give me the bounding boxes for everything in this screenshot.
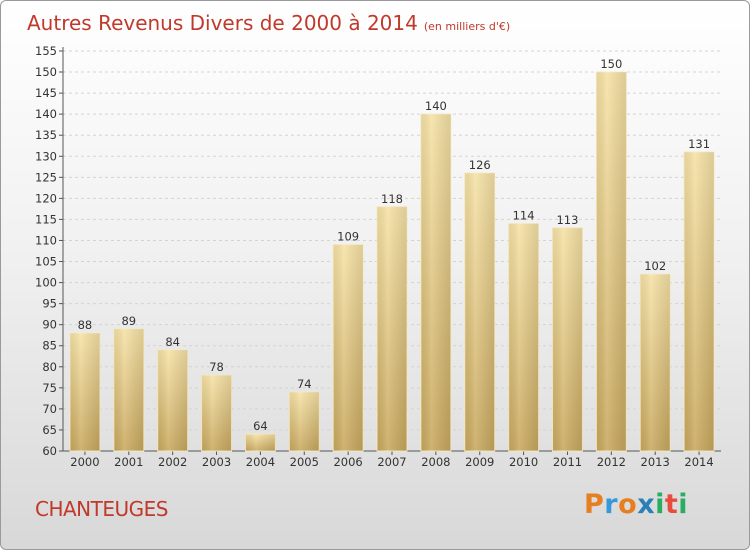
y-tick-label: 135: [35, 128, 57, 142]
x-tick-label: 2005: [290, 455, 319, 469]
x-tick-label: 2010: [509, 455, 538, 469]
proxiti-logo: Proxiti: [584, 489, 688, 520]
bar-shade: [201, 375, 232, 451]
y-tick-label: 65: [42, 423, 57, 437]
logo-letter: i: [655, 489, 665, 520]
x-tick-label: 2004: [246, 455, 275, 469]
y-tick-label: 150: [35, 65, 57, 79]
logo-letter: x: [637, 489, 656, 520]
y-tick-label: 70: [42, 402, 57, 416]
y-tick-label: 90: [42, 318, 57, 332]
value-label: 150: [600, 57, 622, 71]
x-tick-label: 2013: [641, 455, 670, 469]
logo-letter: t: [664, 489, 679, 520]
x-tick-label: 2008: [421, 455, 450, 469]
value-label: 88: [78, 318, 93, 332]
y-tick-label: 85: [42, 339, 57, 353]
x-tick-label: 2012: [597, 455, 626, 469]
value-label: 113: [556, 213, 578, 227]
chart-title: Autres Revenus Divers de 2000 à 2014 (en …: [27, 11, 510, 35]
bar-shade: [377, 206, 407, 451]
x-tick-label: 2000: [70, 455, 99, 469]
value-label: 74: [297, 377, 312, 391]
x-tick-label: 2003: [202, 455, 231, 469]
value-label: 89: [121, 314, 136, 328]
x-tick-label: 2001: [114, 455, 143, 469]
bar-shade: [552, 227, 583, 451]
y-tick-label: 105: [35, 255, 57, 269]
value-label: 78: [209, 360, 224, 374]
y-tick-label: 100: [35, 276, 57, 290]
x-tick-label: 2009: [465, 455, 494, 469]
x-tick-label: 2006: [333, 455, 362, 469]
place-name: CHANTEUGES: [35, 497, 168, 521]
bar-shade: [596, 72, 627, 451]
x-tick-label: 2007: [377, 455, 406, 469]
bar-shade: [70, 333, 100, 451]
value-label: 114: [513, 209, 535, 223]
bar-shade: [113, 328, 144, 451]
bar-shade: [464, 173, 495, 451]
value-label: 140: [425, 99, 447, 113]
bar-shade: [289, 392, 320, 451]
y-tick-label: 155: [35, 44, 57, 58]
logo-letter: o: [618, 489, 638, 520]
x-tick-label: 2014: [684, 455, 713, 469]
y-tick-label: 60: [42, 444, 57, 458]
bars: [69, 71, 715, 452]
y-tick-label: 140: [35, 107, 57, 121]
bar-shade: [640, 274, 671, 451]
x-tick-label: 2002: [158, 455, 187, 469]
value-label: 84: [165, 335, 180, 349]
value-label: 131: [688, 137, 710, 151]
y-tick-label: 75: [42, 381, 57, 395]
value-label: 118: [381, 192, 403, 206]
y-tick-label: 115: [35, 212, 57, 226]
bar-shade: [684, 152, 714, 452]
x-tick-label: 2011: [553, 455, 582, 469]
chart-title-text: Autres Revenus Divers de 2000 à 2014: [27, 11, 418, 35]
y-tick-label: 125: [35, 170, 57, 184]
bar-shade: [157, 349, 188, 451]
bar-shade: [508, 223, 539, 451]
value-label: 64: [253, 419, 268, 433]
logo-letter: P: [584, 489, 605, 520]
chart-unit: (en milliers d'€): [423, 20, 511, 33]
bar-shade: [333, 244, 364, 451]
labels: 60 65 70 75 80 85 90 95 100 105 110 115 120 125 130 135…: [35, 44, 714, 469]
y-tick-label: 110: [35, 233, 57, 247]
logo-letter: i: [678, 489, 689, 520]
y-tick-label: 80: [42, 360, 57, 374]
bar-shade: [245, 434, 276, 451]
bar-shade: [420, 114, 451, 451]
y-tick-label: 145: [35, 86, 57, 100]
value-label: 126: [469, 158, 491, 172]
y-tick-label: 95: [42, 297, 57, 311]
y-tick-label: 120: [35, 191, 57, 205]
logo-letter: r: [604, 489, 619, 520]
y-tick-label: 130: [35, 149, 57, 163]
value-label: 102: [644, 259, 666, 273]
value-label: 109: [337, 230, 359, 244]
